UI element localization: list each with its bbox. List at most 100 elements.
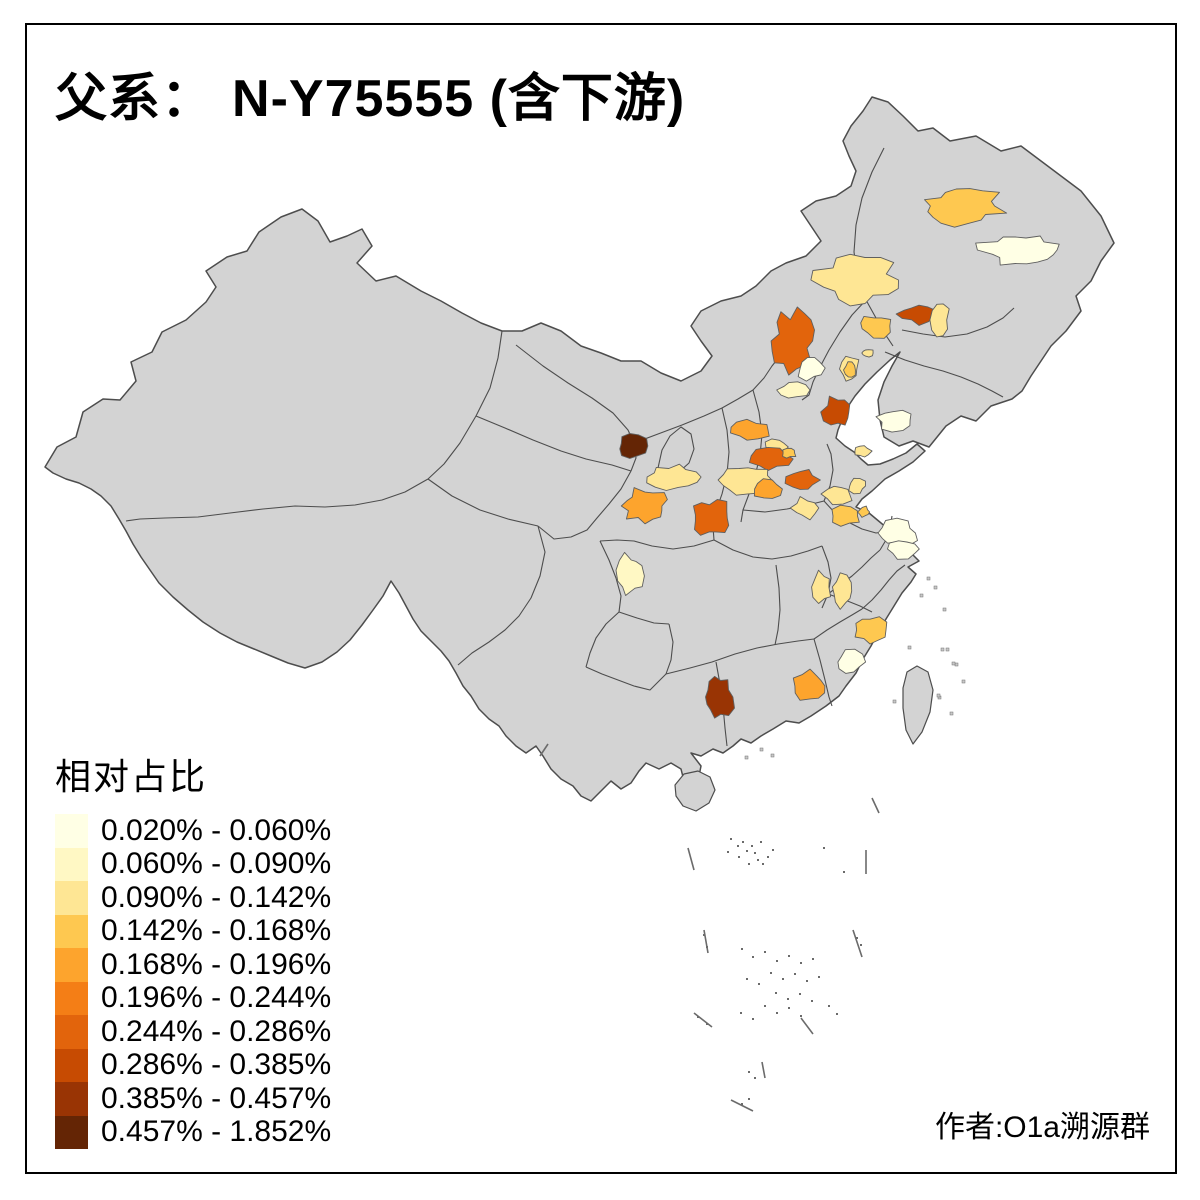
province-border-line <box>125 478 429 522</box>
sea-island-dot <box>727 851 729 853</box>
legend-item: 0.286% - 0.385% <box>55 1048 332 1082</box>
map-region <box>924 188 1008 228</box>
legend-label: 0.060% - 0.090% <box>101 847 332 881</box>
legend-rows: 0.020% - 0.060% 0.060% - 0.090% 0.090% - 0… <box>55 814 331 1149</box>
map-region <box>782 447 797 459</box>
province-border-line <box>585 611 620 668</box>
legend-item: 0.168% - 0.196% <box>55 948 331 982</box>
coastal-islet <box>919 593 924 598</box>
figure-border <box>25 23 1177 1174</box>
legend-item: 0.020% - 0.060% <box>55 814 331 848</box>
sea-dash-mark <box>703 929 709 954</box>
legend-swatch <box>55 814 88 848</box>
province-border-line <box>665 623 674 675</box>
province-border-line <box>515 344 635 444</box>
map-region <box>843 361 856 378</box>
sea-island-dot <box>776 960 778 962</box>
sea-island-dot <box>799 993 801 995</box>
sea-island-dot <box>787 998 789 1000</box>
coastal-islet <box>945 647 950 652</box>
coastal-islet <box>940 647 945 652</box>
title-prefix: 父系： <box>55 71 215 128</box>
map-region <box>646 463 702 491</box>
sea-island-dot <box>823 847 825 849</box>
province-border-line <box>713 539 823 560</box>
map-title: 父系： N-Y75555 (含下游) <box>55 56 685 131</box>
taiwan-island <box>902 665 934 745</box>
coastal-islet <box>770 753 775 758</box>
sea-dash-mark <box>852 929 863 958</box>
province-border-line <box>665 638 815 675</box>
map-region <box>615 551 645 596</box>
map-region <box>810 253 899 307</box>
province-border-line <box>774 564 781 646</box>
map-region <box>831 504 860 527</box>
map-region <box>797 357 826 382</box>
map-region <box>776 381 811 399</box>
sea-island-dot <box>764 1005 766 1007</box>
map-region <box>811 569 832 604</box>
legend-item: 0.244% - 0.286% <box>55 1015 331 1049</box>
coastal-islet <box>949 711 954 716</box>
sea-island-dot <box>760 841 762 843</box>
sea-island-dot <box>746 850 748 852</box>
province-border-line <box>475 415 632 472</box>
sea-island-dot <box>764 951 766 953</box>
sea-island-dot <box>776 1012 778 1014</box>
province-border-line <box>537 470 632 540</box>
map-region <box>975 235 1060 266</box>
sea-island-dot <box>860 944 862 946</box>
sea-island-dot <box>767 856 769 858</box>
province-border-line <box>457 525 546 666</box>
map-region <box>820 485 853 506</box>
sea-island-dot <box>775 992 777 994</box>
province-border-line <box>599 539 715 550</box>
province-border-line <box>801 299 867 401</box>
legend-item: 0.142% - 0.168% <box>55 914 332 948</box>
sea-island-dot <box>752 956 754 958</box>
legend-title: 相对占比 <box>55 756 208 797</box>
legend-label: 0.090% - 0.142% <box>101 880 332 914</box>
map-region <box>895 304 944 326</box>
sea-island-dot <box>828 1005 830 1007</box>
sea-islands-and-dashes <box>539 576 966 1112</box>
map-region <box>820 395 851 426</box>
coastal-islet <box>926 576 931 581</box>
sea-island-dot <box>754 1077 756 1079</box>
sea-island-dot <box>741 1103 743 1105</box>
legend-label: 0.457% - 1.852% <box>101 1115 332 1149</box>
coastal-islet <box>954 662 959 667</box>
province-border-line <box>901 307 1015 338</box>
sea-island-dot <box>843 871 845 873</box>
map-region <box>705 675 735 719</box>
map-region <box>619 433 649 459</box>
map-region <box>837 648 867 674</box>
coastal-islet <box>961 679 966 684</box>
legend-label: 0.142% - 0.168% <box>101 914 332 948</box>
sea-dash-mark <box>800 1017 814 1035</box>
legend-label: 0.244% - 0.286% <box>101 1014 332 1048</box>
legend-swatch <box>55 1115 88 1149</box>
province-border-line <box>813 608 863 640</box>
sea-island-dot <box>703 934 705 936</box>
sea-island-dot <box>752 1018 754 1020</box>
sea-island-dot <box>806 980 808 982</box>
legend-label: 0.286% - 0.385% <box>101 1048 332 1082</box>
sea-island-dot <box>762 863 764 865</box>
coastal-islet <box>759 747 764 752</box>
sea-island-dot <box>800 1015 802 1017</box>
legend-item: 0.457% - 1.852% <box>55 1115 332 1149</box>
legend-swatch <box>55 1015 88 1049</box>
province-border-line <box>813 638 833 707</box>
sea-island-dot <box>800 962 802 964</box>
map-region <box>875 409 912 433</box>
coastal-islet <box>744 755 749 760</box>
sea-island-dot <box>748 863 750 865</box>
sea-island-dot <box>746 978 748 980</box>
colored-regions <box>615 188 1060 719</box>
map-region <box>854 616 888 645</box>
sea-island-dot <box>738 856 740 858</box>
legend: 相对占比 0.020% - 0.060% 0.060% - 0.090% 0.090… <box>55 748 331 1149</box>
sea-island-dot <box>788 955 790 957</box>
